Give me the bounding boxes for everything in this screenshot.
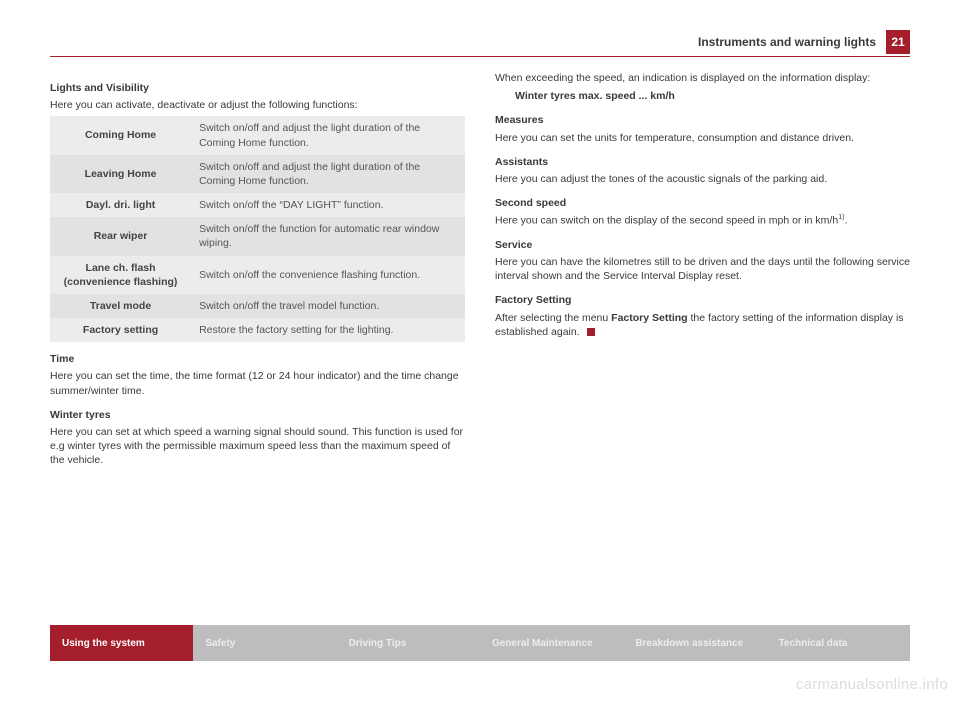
body-factory-setting: After selecting the menu Factory Setting… <box>495 311 910 339</box>
watermark: carmanualsonline.info <box>796 676 948 693</box>
heading-time: Time <box>50 352 465 366</box>
functions-table: Coming Home Switch on/off and adjust the… <box>50 116 465 342</box>
func-desc: Switch on/off the function for automatic… <box>191 217 465 255</box>
body-service: Here you can have the kilometres still t… <box>495 255 910 283</box>
text-fragment: . <box>844 215 847 227</box>
func-label: Lane ch. flash (convenience flashing) <box>50 256 191 294</box>
table-row: Coming Home Switch on/off and adjust the… <box>50 116 465 154</box>
tab-safety[interactable]: Safety <box>193 625 336 661</box>
body-measures: Here you can set the units for temperatu… <box>495 131 910 145</box>
body-time: Here you can set the time, the time form… <box>50 369 465 397</box>
func-label: Factory setting <box>50 318 191 342</box>
content-columns: Lights and Visibility Here you can activ… <box>50 71 910 656</box>
func-label: Coming Home <box>50 116 191 154</box>
heading-measures: Measures <box>495 113 910 127</box>
func-label: Rear wiper <box>50 217 191 255</box>
heading-factory-setting: Factory Setting <box>495 293 910 307</box>
body-second-speed: Here you can switch on the display of th… <box>495 213 910 228</box>
page-header: Instruments and warning lights 21 <box>50 30 910 54</box>
tab-technical-data[interactable]: Technical data <box>767 625 910 661</box>
tab-using-the-system[interactable]: Using the system <box>50 625 193 661</box>
heading-service: Service <box>495 238 910 252</box>
func-desc: Switch on/off the travel model function. <box>191 294 465 318</box>
func-desc: Switch on/off and adjust the light durat… <box>191 155 465 193</box>
footer-nav-tabs: Using the system Safety Driving Tips Gen… <box>50 625 910 661</box>
left-column: Lights and Visibility Here you can activ… <box>50 71 465 656</box>
heading-lights-visibility: Lights and Visibility <box>50 81 465 95</box>
func-label: Travel mode <box>50 294 191 318</box>
func-desc: Switch on/off and adjust the light durat… <box>191 116 465 154</box>
func-desc: Restore the factory setting for the ligh… <box>191 318 465 342</box>
func-label: Dayl. dri. light <box>50 193 191 217</box>
table-row: Travel mode Switch on/off the travel mod… <box>50 294 465 318</box>
intro-lights-visibility: Here you can activate, deactivate or adj… <box>50 98 465 112</box>
section-end-icon <box>587 328 595 336</box>
header-rule <box>50 56 910 57</box>
right-intro: When exceeding the speed, an indication … <box>495 71 910 85</box>
tab-breakdown-assistance[interactable]: Breakdown assistance <box>623 625 766 661</box>
bold-text: Factory Setting <box>611 312 687 324</box>
page: Instruments and warning lights 21 Lights… <box>0 0 960 703</box>
display-message: Winter tyres max. speed ... km/h <box>515 89 910 103</box>
func-desc: Switch on/off the “DAY LIGHT” function. <box>191 193 465 217</box>
right-column: When exceeding the speed, an indication … <box>495 71 910 656</box>
heading-assistants: Assistants <box>495 155 910 169</box>
text-fragment: After selecting the menu <box>495 312 611 324</box>
page-number: 21 <box>886 30 910 54</box>
table-row: Factory setting Restore the factory sett… <box>50 318 465 342</box>
table-row: Dayl. dri. light Switch on/off the “DAY … <box>50 193 465 217</box>
text-fragment: Here you can switch on the display of th… <box>495 215 838 227</box>
tab-driving-tips[interactable]: Driving Tips <box>337 625 480 661</box>
func-label: Leaving Home <box>50 155 191 193</box>
table-row: Lane ch. flash (convenience flashing) Sw… <box>50 256 465 294</box>
header-title: Instruments and warning lights <box>698 35 886 49</box>
heading-winter-tyres: Winter tyres <box>50 408 465 422</box>
body-assistants: Here you can adjust the tones of the aco… <box>495 172 910 186</box>
tab-general-maintenance[interactable]: General Maintenance <box>480 625 623 661</box>
body-winter-tyres: Here you can set at which speed a warnin… <box>50 425 465 468</box>
table-row: Leaving Home Switch on/off and adjust th… <box>50 155 465 193</box>
table-row: Rear wiper Switch on/off the function fo… <box>50 217 465 255</box>
func-desc: Switch on/off the convenience flashing f… <box>191 256 465 294</box>
heading-second-speed: Second speed <box>495 196 910 210</box>
